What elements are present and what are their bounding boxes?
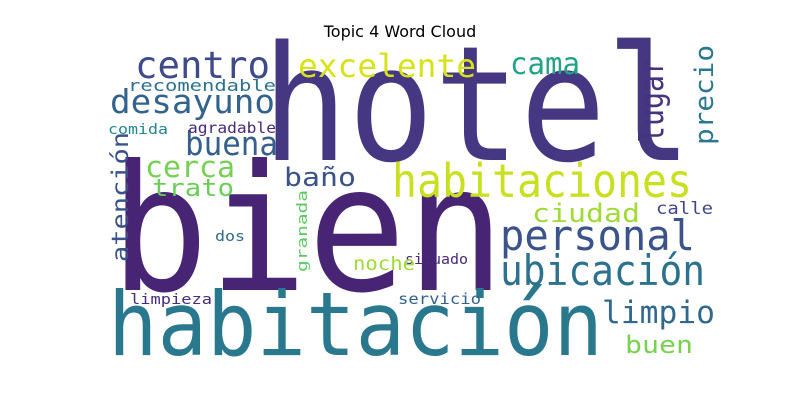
word-1: bien [110, 129, 505, 332]
word-9: cama [510, 47, 580, 82]
word-7: centro [135, 44, 270, 87]
word-26: situado [405, 252, 468, 268]
word-13: limpio [602, 295, 715, 331]
word-24: granada [295, 190, 311, 272]
word-19: buen [625, 331, 693, 359]
word-25: dos [215, 229, 245, 245]
word-28: limpieza [130, 292, 212, 308]
word-4: personal [500, 211, 695, 260]
word-3: habitaciones [392, 154, 692, 208]
word-20: recomendable [128, 76, 276, 95]
word-16: baño [284, 163, 356, 193]
word-14: cerca [145, 150, 235, 184]
word-29: servicio [398, 290, 481, 308]
word-18: atención [108, 132, 134, 262]
word-8: excelente [298, 47, 476, 85]
word-27: noche [353, 253, 415, 275]
word-0: hotel [262, 11, 692, 198]
word-10: buena [185, 124, 278, 163]
word-11: lugar [632, 58, 671, 143]
word-15: trato [152, 174, 234, 202]
word-12: precio [690, 45, 720, 145]
word-17: ciudad [532, 199, 640, 229]
word-6: desayuno [110, 82, 275, 121]
word-2: habitación [108, 273, 603, 376]
word-22: comida [108, 122, 168, 138]
word-23: calle [656, 199, 713, 219]
chart-title: Topic 4 Word Cloud [323, 22, 477, 41]
word-5: ubicación [500, 246, 705, 295]
word-21: agradable [188, 119, 276, 137]
